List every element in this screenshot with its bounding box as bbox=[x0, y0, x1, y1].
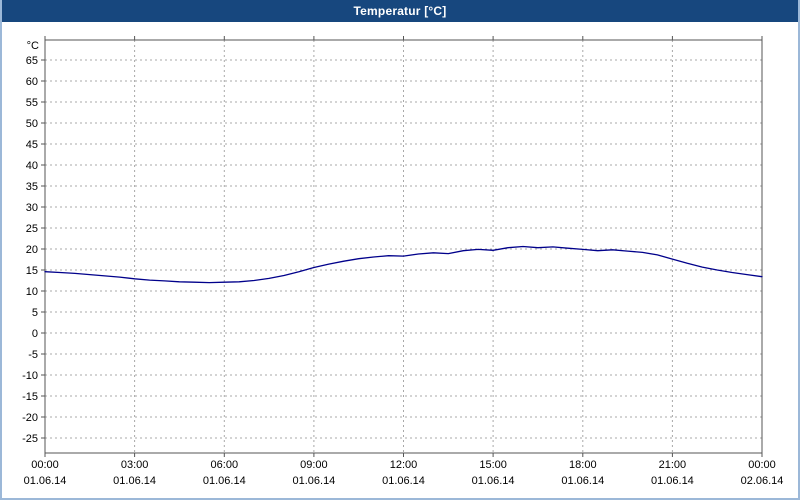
x-tick-time-label: 18:00 bbox=[569, 459, 597, 471]
y-tick-label: 55 bbox=[26, 97, 38, 109]
y-tick-label: 10 bbox=[26, 286, 38, 298]
x-tick-date-label: 01.06.14 bbox=[203, 475, 246, 487]
x-tick-time-label: 15:00 bbox=[479, 459, 507, 471]
y-axis-unit-label: °C bbox=[27, 40, 39, 52]
y-tick-label: -15 bbox=[22, 391, 38, 403]
y-tick-label: 45 bbox=[26, 139, 38, 151]
y-tick-label: 65 bbox=[26, 55, 38, 67]
x-tick-date-label: 01.06.14 bbox=[472, 475, 515, 487]
x-tick-date-label: 01.06.14 bbox=[651, 475, 694, 487]
y-tick-label: 15 bbox=[26, 265, 38, 277]
y-tick-label: -10 bbox=[22, 370, 38, 382]
chart-area: 65 60 55 50 45 40 35 30 25 20 15 10 5 0 -5 -10 -15 -20 -25… bbox=[2, 22, 798, 498]
x-tick-time-label: 12:00 bbox=[390, 459, 418, 471]
x-tick-date-label: 01.06.14 bbox=[113, 475, 156, 487]
temperature-chart: 65605550454035302520151050-5-10-15-20-25… bbox=[22, 36, 784, 487]
window-title-bar[interactable]: Temperatur [°C] bbox=[2, 0, 798, 22]
y-tick-label: -5 bbox=[28, 349, 38, 361]
x-tick-time-label: 09:00 bbox=[300, 459, 328, 471]
x-tick-time-label: 06:00 bbox=[211, 459, 239, 471]
x-tick-time-label: 00:00 bbox=[31, 459, 59, 471]
x-tick-date-label: 02.06.14 bbox=[741, 475, 784, 487]
y-tick-label: -20 bbox=[22, 412, 38, 424]
y-tick-label: 40 bbox=[26, 160, 38, 172]
y-tick-label: 30 bbox=[26, 202, 38, 214]
x-tick-time-label: 21:00 bbox=[659, 459, 687, 471]
y-tick-label: 25 bbox=[26, 223, 38, 235]
x-tick-date-label: 01.06.14 bbox=[382, 475, 425, 487]
y-tick-label: 20 bbox=[26, 244, 38, 256]
x-tick-time-label: 00:00 bbox=[748, 459, 776, 471]
y-tick-label: 5 bbox=[32, 307, 38, 319]
x-tick-date-label: 01.06.14 bbox=[24, 475, 67, 487]
y-tick-label: -25 bbox=[22, 433, 38, 445]
x-tick-time-label: 03:00 bbox=[121, 459, 149, 471]
y-tick-label: 50 bbox=[26, 118, 38, 130]
x-tick-date-label: 01.06.14 bbox=[292, 475, 335, 487]
window-title: Temperatur [°C] bbox=[353, 4, 447, 18]
temperature-line bbox=[44, 245, 763, 284]
x-tick-date-label: 01.06.14 bbox=[561, 475, 604, 487]
y-tick-label: 35 bbox=[26, 181, 38, 193]
y-tick-label: 60 bbox=[26, 76, 38, 88]
y-tick-label: 0 bbox=[32, 328, 38, 340]
